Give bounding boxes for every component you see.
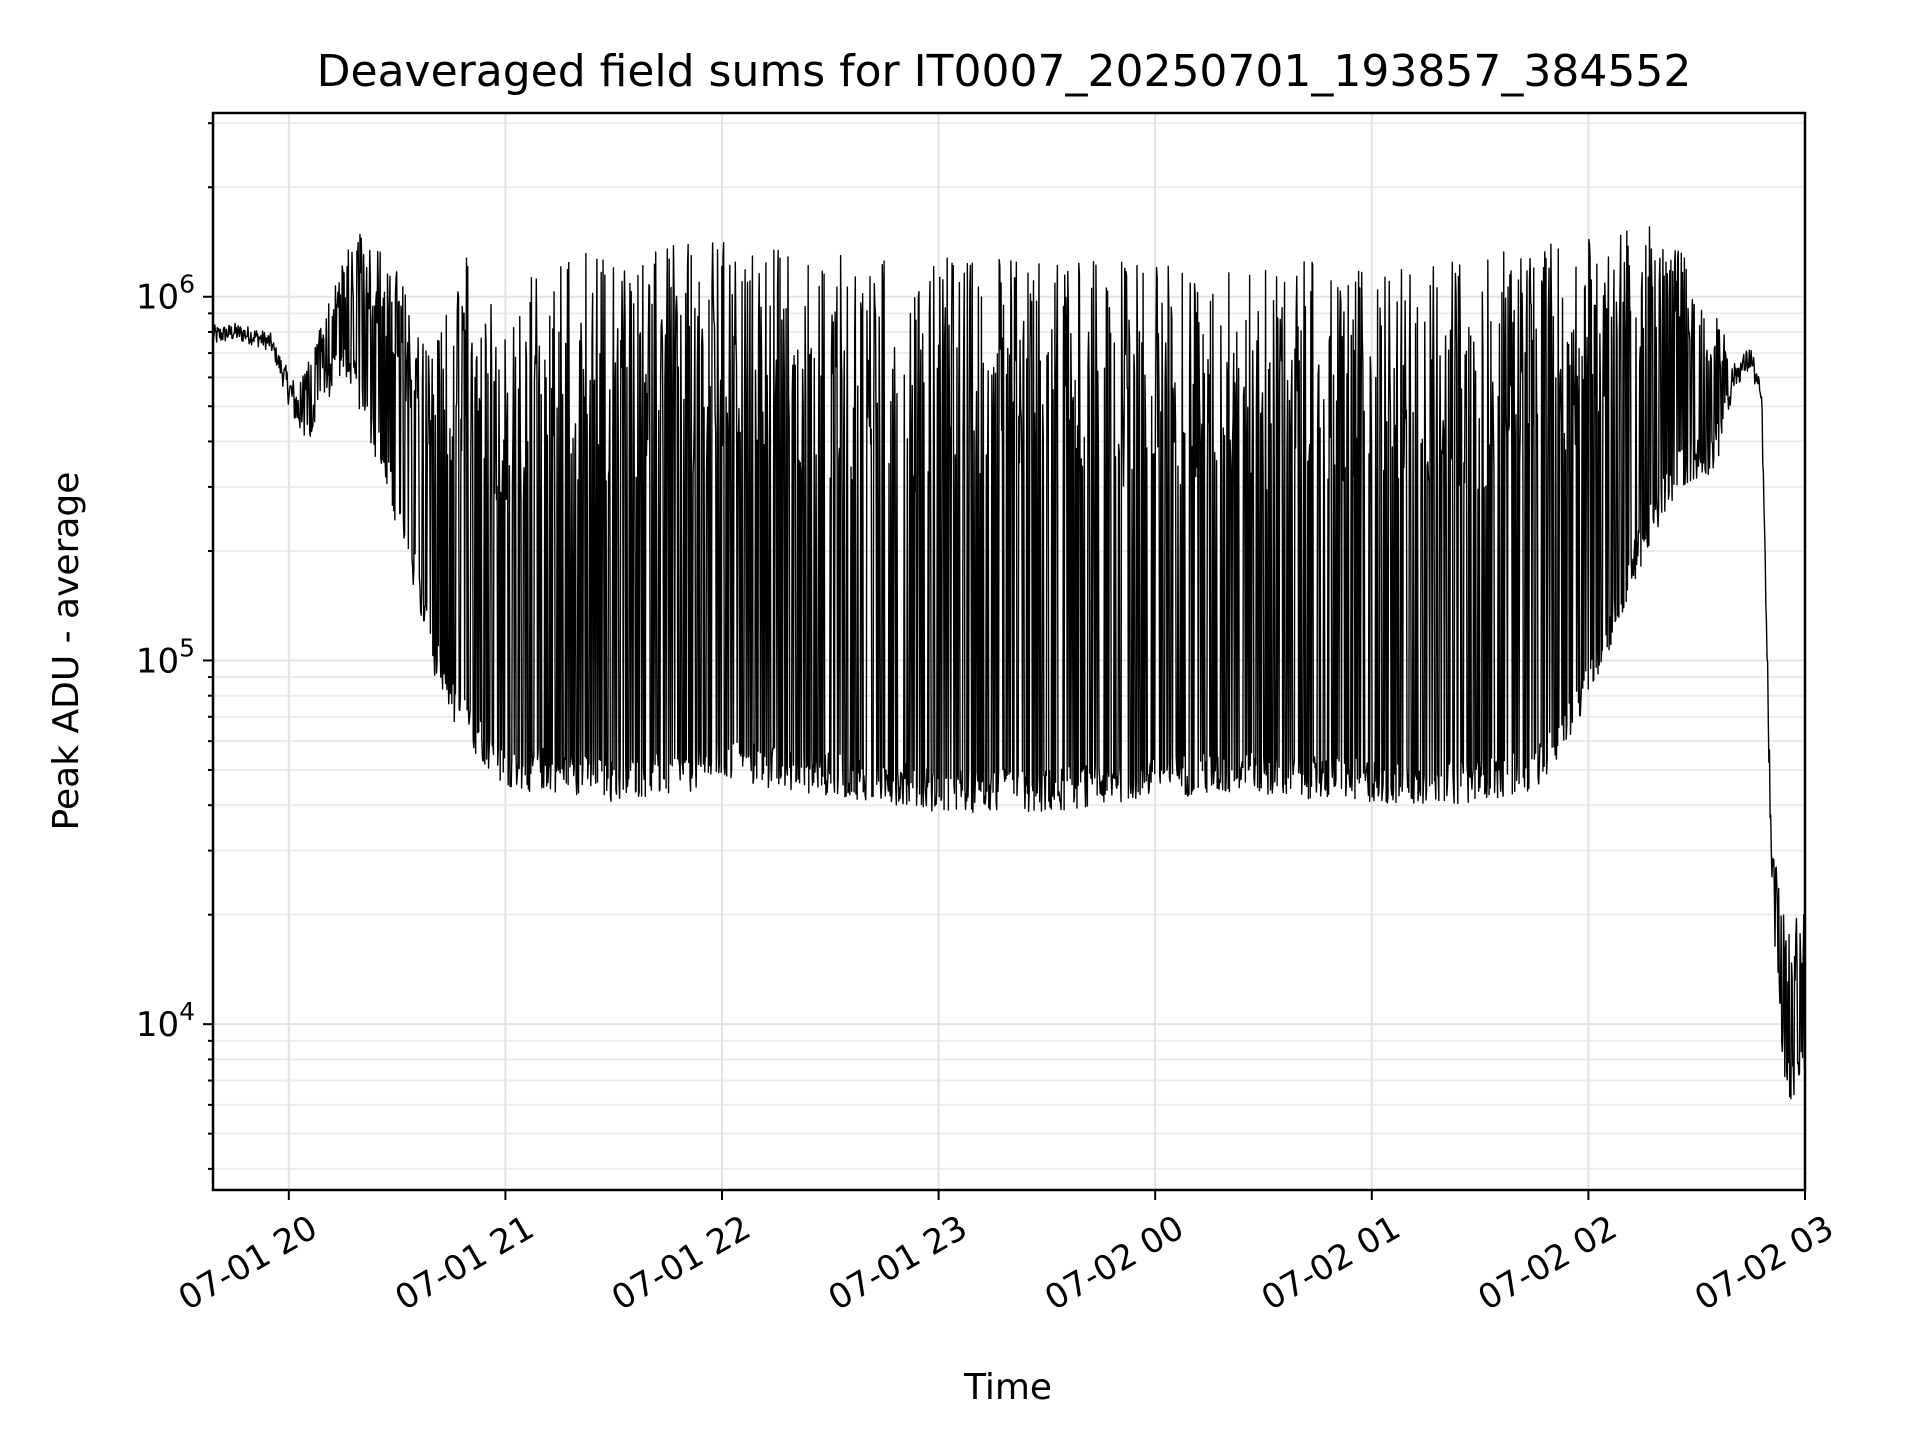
x-axis-label: Time <box>963 1367 1052 1408</box>
plot-frame <box>211 111 1807 1192</box>
chart-title: Deaveraged field sums for IT0007_2025070… <box>317 46 1692 97</box>
y-tick-label: 106 <box>136 270 195 318</box>
y-tick-label: 104 <box>136 997 195 1045</box>
data-series <box>212 226 1806 1100</box>
y-tick-label: 105 <box>136 633 195 681</box>
series-line <box>212 226 1806 1100</box>
y-axis-label: Peak ADU - average <box>46 472 87 831</box>
y-axis: 104 105 106 <box>136 122 213 1170</box>
